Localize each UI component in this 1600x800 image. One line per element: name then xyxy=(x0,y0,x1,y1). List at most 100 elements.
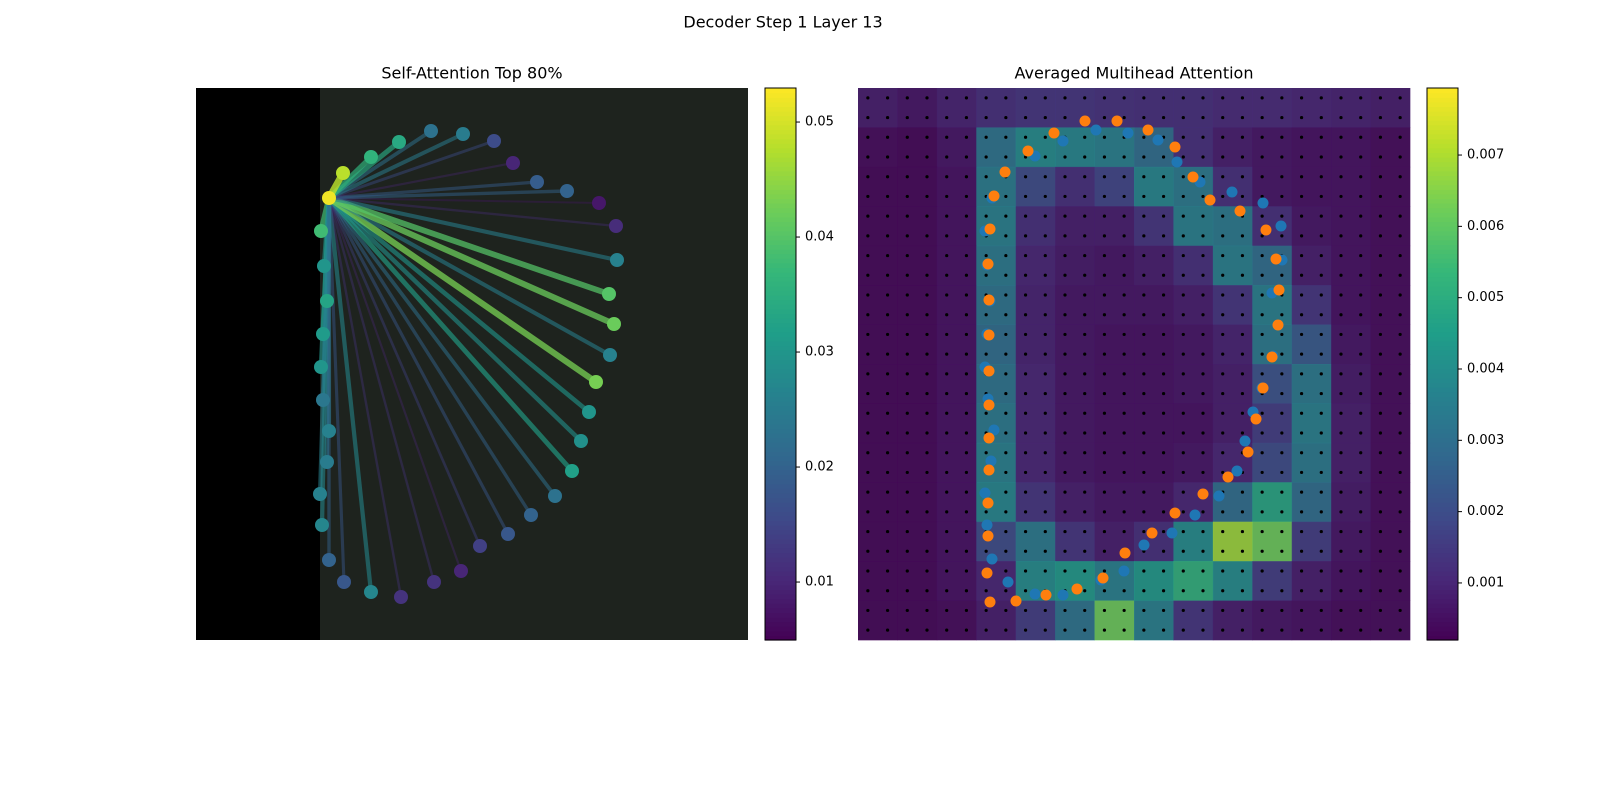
grid-dot xyxy=(1102,510,1107,514)
grid-dot xyxy=(1221,549,1225,553)
grid-dot xyxy=(984,510,988,514)
grid-dot xyxy=(1102,253,1107,258)
point xyxy=(984,223,996,235)
point xyxy=(1040,589,1052,601)
grid-dot xyxy=(1339,214,1343,218)
grid-dot xyxy=(984,549,988,553)
grid-dot xyxy=(1260,372,1264,376)
heatmap-cell xyxy=(1331,521,1371,562)
grid-dot xyxy=(905,549,909,553)
heatmap-cell xyxy=(1331,442,1371,483)
grid-dot xyxy=(1161,431,1166,435)
grid-dot xyxy=(885,115,890,120)
grid-dot xyxy=(905,372,909,376)
grid-dot xyxy=(885,510,890,514)
colorbar-strip xyxy=(765,226,796,232)
panel-title: Averaged Multihead Attention xyxy=(1015,64,1254,83)
colorbar-strip xyxy=(1427,152,1458,158)
grid-dot xyxy=(945,332,949,337)
grid-dot xyxy=(1319,411,1323,415)
grid-dot xyxy=(925,234,929,238)
grid-dot xyxy=(925,253,929,258)
grid-dot xyxy=(1260,96,1264,100)
heatmap-cell xyxy=(858,166,898,207)
heatmap-cell xyxy=(858,127,898,168)
grid-dot xyxy=(1063,253,1067,258)
grid-dot xyxy=(1378,549,1383,553)
heatmap-cell xyxy=(1291,127,1332,168)
heatmap-cell xyxy=(1015,206,1056,247)
grid-dot xyxy=(1043,529,1047,534)
heatmap-cell xyxy=(1015,482,1056,523)
grid-dot xyxy=(1339,569,1343,573)
grid-dot xyxy=(1378,372,1383,376)
heatmap-cell xyxy=(1015,600,1056,641)
grid-dot xyxy=(1398,589,1402,593)
colorbar-strip xyxy=(1427,451,1458,457)
grid-dot xyxy=(1181,96,1185,100)
grid-dot xyxy=(1201,115,1205,120)
grid-dot xyxy=(1221,273,1225,277)
grid-dot xyxy=(1201,313,1205,317)
colorbar-strip xyxy=(765,635,796,641)
grid-dot xyxy=(1359,391,1363,396)
colorbar-strip xyxy=(1427,134,1458,140)
grid-dot xyxy=(1161,549,1166,553)
colorbar-strip xyxy=(765,216,796,222)
grid-dot xyxy=(1023,313,1028,317)
grid-dot xyxy=(1043,175,1047,179)
colorbar-strip xyxy=(765,465,796,471)
colorbar-strip xyxy=(1427,543,1458,549)
grid-dot xyxy=(866,332,870,337)
grid-dot xyxy=(1280,194,1284,199)
colorbar-strip xyxy=(1427,469,1458,475)
grid-dot xyxy=(1319,194,1323,199)
grid-dot xyxy=(1359,549,1363,553)
grid-dot xyxy=(1063,273,1067,277)
colorbar-strip xyxy=(765,456,796,462)
heatmap-cell xyxy=(1055,442,1095,483)
grid-dot xyxy=(1260,628,1264,632)
heatmap-cell xyxy=(1055,403,1095,444)
grid-dot xyxy=(964,431,969,435)
grid-dot xyxy=(1398,352,1402,356)
colorbar-tick-label: 0.02 xyxy=(805,460,834,475)
grid-dot xyxy=(925,451,929,455)
grid-dot xyxy=(1181,332,1185,337)
grid-dot xyxy=(1201,135,1205,139)
grid-dot xyxy=(1240,273,1245,277)
grid-dot xyxy=(1398,411,1402,415)
grid-dot xyxy=(1201,96,1205,100)
grid-dot xyxy=(1142,372,1146,376)
grid-dot xyxy=(1378,175,1383,179)
grid-dot xyxy=(1319,470,1323,475)
heatmap-cell xyxy=(897,600,938,641)
grid-dot xyxy=(925,194,929,199)
heatmap-cell xyxy=(1094,166,1135,207)
grid-dot xyxy=(925,628,929,632)
grid-dot xyxy=(1142,234,1146,238)
grid-dot xyxy=(1161,569,1166,573)
grid-dot xyxy=(1043,313,1047,317)
heatmap-cell xyxy=(1134,364,1174,404)
grid-dot xyxy=(945,234,949,238)
grid-dot xyxy=(885,431,890,435)
colorbar-strip xyxy=(1427,561,1458,567)
colorbar-strip xyxy=(765,295,796,301)
grid-dot xyxy=(1319,510,1323,514)
heatmap-cell xyxy=(1212,324,1253,365)
colorbar-strip xyxy=(1427,566,1458,572)
grid-dot xyxy=(1378,253,1383,258)
grid-dot xyxy=(1102,155,1107,159)
grid-dot xyxy=(1359,214,1363,218)
grid-dot xyxy=(1102,313,1107,317)
grid-dot xyxy=(1102,175,1107,179)
colorbar-strip xyxy=(765,543,796,549)
heatmap-cell xyxy=(858,245,898,286)
grid-dot xyxy=(1280,155,1284,159)
grid-dot xyxy=(1398,175,1402,179)
colorbar-strip xyxy=(765,492,796,498)
grid-dot xyxy=(905,411,909,415)
colorbar-strip xyxy=(1427,97,1458,103)
grid-dot xyxy=(1240,391,1245,396)
